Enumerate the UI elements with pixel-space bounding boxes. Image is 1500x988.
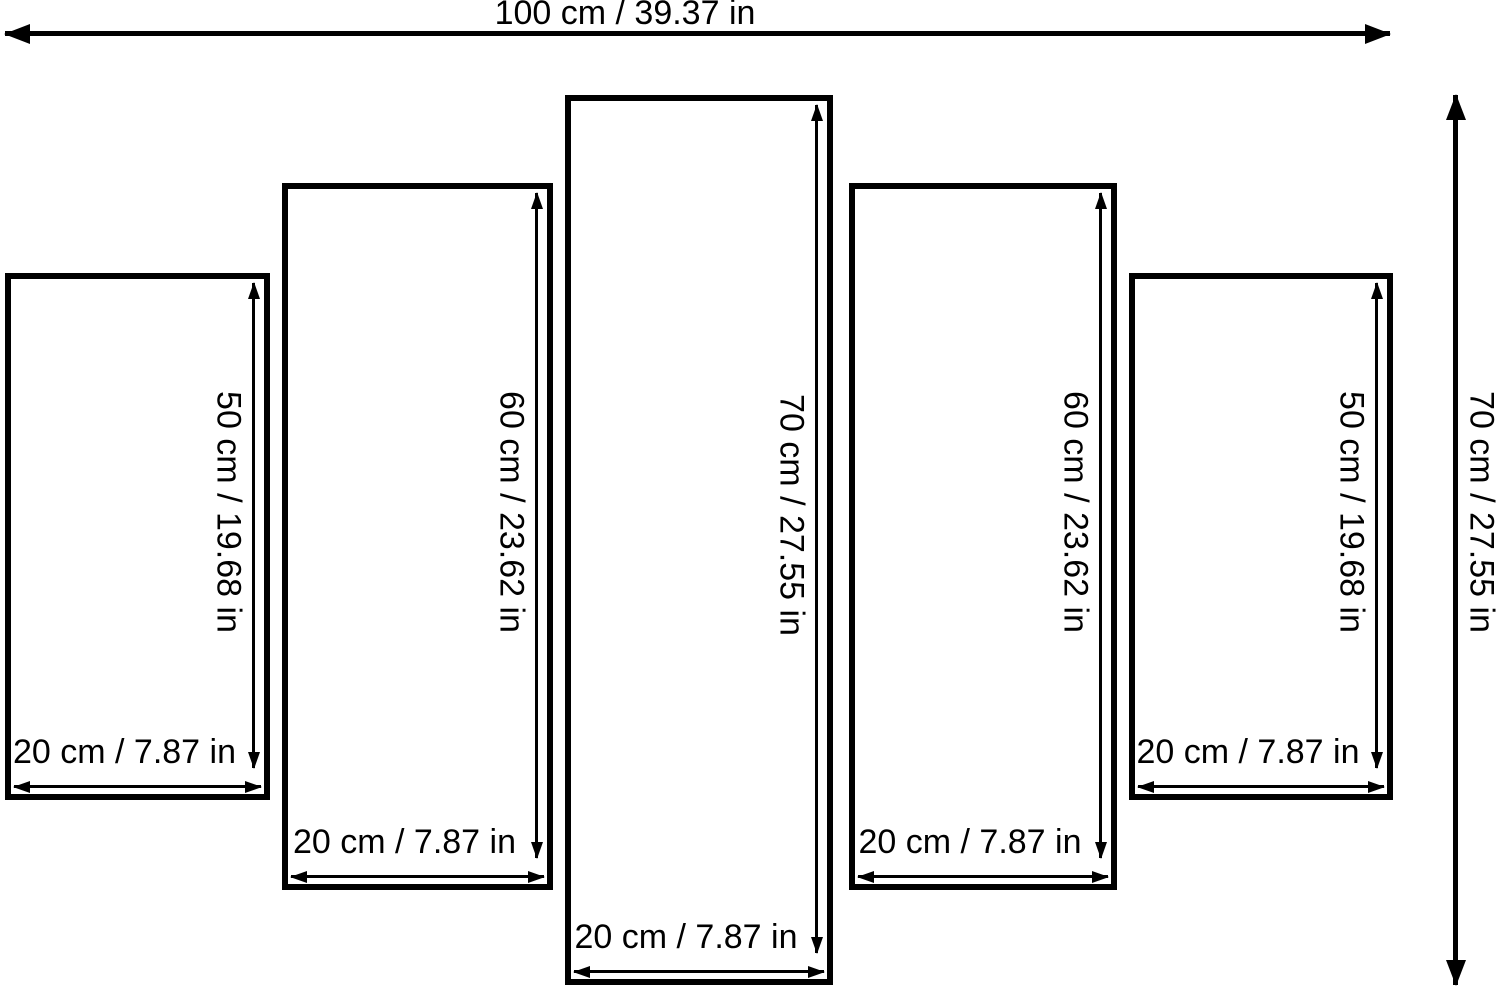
overall-height-arrow-icon (1453, 95, 1458, 985)
overall-width-label: 100 cm / 39.37 in (494, 0, 756, 32)
panel-1: 50 cm / 19.68 in 20 cm / 7.87 in (5, 273, 270, 800)
panel-3-height-label: 70 cm / 27.55 in (772, 394, 811, 636)
overall-width-arrow-icon (5, 31, 1390, 36)
panel-2-width-label: 20 cm / 7.87 in (292, 823, 516, 861)
panel-3: 70 cm / 27.55 in 20 cm / 7.87 in (565, 95, 833, 985)
panel-4-height-arrow-icon (1099, 193, 1102, 858)
panel-4-width-label: 20 cm / 7.87 in (858, 823, 1082, 861)
panel-3-width-arrow-icon (574, 970, 824, 973)
panel-2-width-arrow-icon (291, 875, 544, 878)
panel-5-height-label: 50 cm / 19.68 in (1332, 390, 1371, 633)
panel-1-height-arrow-icon (252, 283, 255, 768)
panel-4-height-label: 60 cm / 23.62 in (1056, 390, 1095, 633)
panel-1-height-label: 50 cm / 19.68 in (209, 390, 248, 633)
panel-3-width-label: 20 cm / 7.87 in (574, 918, 798, 956)
panel-2-height-label: 60 cm / 23.62 in (492, 390, 531, 633)
panel-2-height-arrow-icon (535, 193, 538, 858)
panel-2: 60 cm / 23.62 in 20 cm / 7.87 in (282, 183, 553, 890)
panel-5: 50 cm / 19.68 in 20 cm / 7.87 in (1129, 273, 1393, 800)
panel-5-height-arrow-icon (1375, 283, 1378, 768)
panel-4: 60 cm / 23.62 in 20 cm / 7.87 in (849, 183, 1117, 890)
panel-1-width-arrow-icon (14, 785, 261, 788)
panel-5-width-arrow-icon (1138, 785, 1384, 788)
panel-1-width-label: 20 cm / 7.87 in (12, 733, 236, 771)
panel-3-height-arrow-icon (815, 105, 818, 953)
panel-4-width-arrow-icon (858, 875, 1108, 878)
overall-height-label: 70 cm / 27.55 in (1462, 391, 1500, 633)
panel-5-width-label: 20 cm / 7.87 in (1136, 733, 1360, 771)
